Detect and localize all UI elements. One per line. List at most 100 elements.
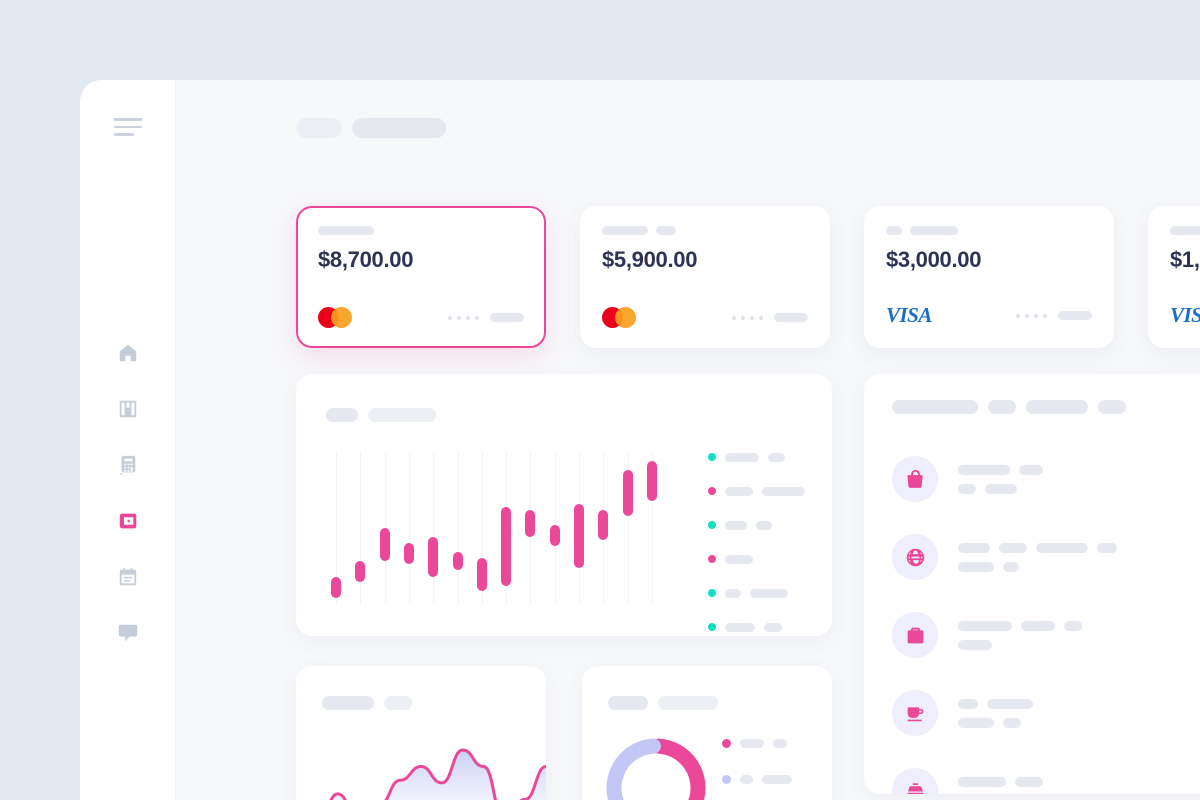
visa-logo-icon: VISA <box>1170 303 1200 327</box>
chart-gridline <box>482 452 483 604</box>
sidebar-nav <box>80 325 176 661</box>
hamburger-icon[interactable] <box>114 118 142 136</box>
donut-segment[interactable] <box>606 738 661 800</box>
transaction-row[interactable] <box>892 674 1200 752</box>
skeleton-bar <box>764 622 782 632</box>
chart-bar[interactable] <box>501 507 511 586</box>
skeleton-bar <box>725 520 747 530</box>
skeleton-bar <box>985 483 1017 494</box>
skeleton-bar <box>958 620 1012 631</box>
transactions-list <box>892 440 1200 794</box>
skeleton-bar <box>910 226 958 235</box>
skeleton-bar <box>1015 776 1043 787</box>
skeleton-bar <box>725 588 741 598</box>
transaction-row[interactable] <box>892 440 1200 518</box>
skeleton-bar <box>958 717 994 728</box>
skeleton-bar <box>958 776 1006 787</box>
card-last4-skeleton <box>774 313 808 322</box>
bar-chart-plot[interactable] <box>324 452 664 604</box>
transaction-icon-badge <box>892 456 938 502</box>
chart-bar[interactable] <box>355 561 365 582</box>
legend-marker-icon <box>708 623 716 631</box>
transaction-icon-badge <box>892 612 938 658</box>
chart-bar[interactable] <box>331 577 341 598</box>
skeleton-bar <box>886 226 902 235</box>
skeleton-bar <box>958 464 1010 475</box>
legend-item[interactable] <box>708 554 818 564</box>
donut-segment[interactable] <box>629 738 706 800</box>
bar-chart-card <box>296 374 832 636</box>
sidebar-item-calculator[interactable] <box>80 437 176 493</box>
transaction-text-skeleton <box>958 620 1082 650</box>
skeleton-bar <box>768 452 785 462</box>
area-chart-plot[interactable] <box>296 726 546 800</box>
breadcrumb[interactable] <box>296 118 446 138</box>
sidebar-item-board[interactable] <box>80 381 176 437</box>
calendar-icon <box>119 567 137 586</box>
balance-card-footer <box>602 307 808 328</box>
skeleton-bar <box>1170 226 1200 235</box>
legend-item[interactable] <box>722 738 792 748</box>
balance-card-footer: VISA <box>886 303 1092 328</box>
chart-bar[interactable] <box>550 525 560 546</box>
chart-bar[interactable] <box>623 470 633 516</box>
skeleton-bar <box>658 696 718 710</box>
chart-bar[interactable] <box>453 552 463 570</box>
balance-card[interactable]: $5,900.00 <box>580 206 830 348</box>
sidebar-item-home[interactable] <box>80 325 176 381</box>
skeleton-bar <box>958 561 994 572</box>
legend-item[interactable] <box>708 452 818 462</box>
balance-amount: $5,900.00 <box>602 247 698 272</box>
coffee-icon <box>907 706 924 721</box>
chart-bar[interactable] <box>380 528 390 561</box>
chart-bar[interactable] <box>647 461 657 501</box>
chart-bar[interactable] <box>477 558 487 591</box>
legend-item[interactable] <box>722 774 792 784</box>
balance-card[interactable]: $1,200.00 VISA <box>1148 206 1200 348</box>
skeleton-line <box>958 464 1043 475</box>
transaction-icon-badge <box>892 534 938 580</box>
legend-item[interactable] <box>708 520 818 530</box>
masked-card-number <box>732 313 808 322</box>
balance-card-label-skeleton <box>318 226 524 235</box>
skeleton-line <box>958 776 1043 787</box>
legend-marker-icon <box>708 589 716 597</box>
transaction-row[interactable] <box>892 518 1200 596</box>
skeleton-line <box>958 620 1082 631</box>
skeleton-bar <box>988 400 1016 414</box>
chart-gridline <box>360 452 361 604</box>
chart-bar[interactable] <box>525 510 535 537</box>
skeleton-bar <box>958 698 978 709</box>
skeleton-bar <box>892 400 978 414</box>
transaction-row[interactable] <box>892 596 1200 674</box>
sidebar-item-calendar[interactable] <box>80 549 176 605</box>
skeleton-bar <box>725 486 753 496</box>
donut-chart-plot[interactable] <box>596 728 716 800</box>
skeleton-bar <box>1098 400 1126 414</box>
visa-logo-icon: VISA <box>886 303 932 327</box>
home-icon <box>119 344 137 362</box>
transaction-text-skeleton <box>958 776 1043 795</box>
legend-item[interactable] <box>708 588 818 598</box>
sidebar-item-chat[interactable] <box>80 605 176 661</box>
chart-bar[interactable] <box>428 537 438 577</box>
skeleton-bar <box>958 639 992 650</box>
balance-card[interactable]: $8,700.00 <box>296 206 546 348</box>
transaction-icon-badge <box>892 690 938 736</box>
transaction-text-skeleton <box>958 698 1033 728</box>
transaction-row[interactable] <box>892 752 1200 794</box>
sidebar-item-wallet[interactable] <box>80 493 176 549</box>
chart-bar[interactable] <box>598 510 608 540</box>
bar-chart-card-header <box>326 408 436 422</box>
legend-item[interactable] <box>708 622 818 632</box>
chart-bar[interactable] <box>574 504 584 568</box>
chart-bar[interactable] <box>404 543 414 564</box>
legend-item[interactable] <box>708 486 818 496</box>
skeleton-bar <box>326 408 358 422</box>
skeleton-bar <box>725 452 759 462</box>
transaction-text-skeleton <box>958 542 1117 572</box>
skeleton-bar <box>958 483 976 494</box>
skeleton-bar <box>740 774 753 784</box>
balance-card[interactable]: $3,000.00 VISA <box>864 206 1114 348</box>
skeleton-bar <box>725 554 753 564</box>
